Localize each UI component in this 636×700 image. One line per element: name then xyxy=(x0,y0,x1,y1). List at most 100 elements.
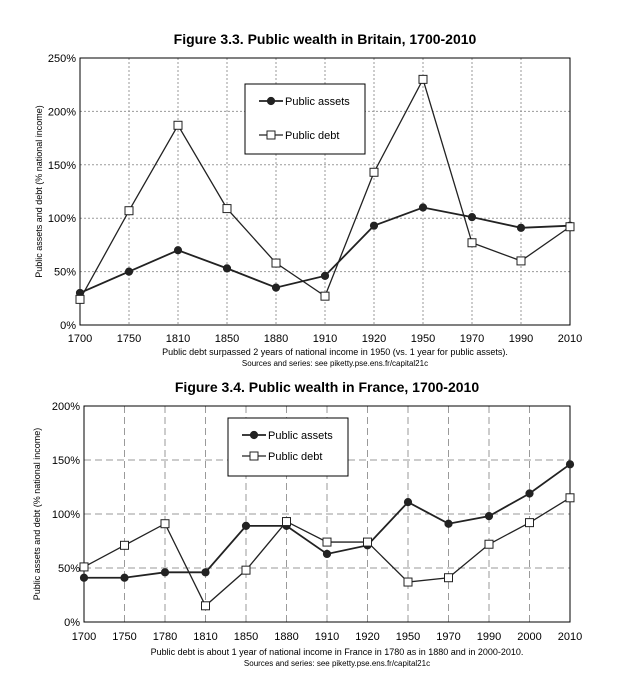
x-tick-label: 1910 xyxy=(315,631,339,643)
y-axis-label: Public assets and debt (% national incom… xyxy=(34,105,44,278)
y-tick-label: 200% xyxy=(52,401,80,413)
data-point xyxy=(444,573,453,583)
y-tick-label: 100% xyxy=(48,213,76,225)
legend-swatch-marker xyxy=(266,96,276,106)
chart-source: Sources and series: see piketty.pse.ens.… xyxy=(244,659,430,668)
chart-1: Figure 3.3. Public wealth in Britain, 17… xyxy=(34,31,582,368)
legend: Public assets Public debt xyxy=(227,417,349,477)
legend-label: Public assets xyxy=(285,96,350,108)
data-point xyxy=(201,568,210,577)
data-point xyxy=(124,206,134,216)
y-tick-label: 150% xyxy=(52,455,80,467)
legend-label: Public assets xyxy=(268,430,333,442)
legend-label: Public debt xyxy=(285,130,339,142)
data-point xyxy=(322,537,332,547)
x-tick-label: 1880 xyxy=(264,333,288,345)
data-point xyxy=(320,271,330,280)
x-tick-label: 1970 xyxy=(436,631,460,643)
y-tick-label: 50% xyxy=(58,563,80,575)
data-point xyxy=(418,203,428,212)
x-tick-label: 1810 xyxy=(193,631,217,643)
x-tick-label: 1700 xyxy=(72,631,96,643)
x-tick-label: 1750 xyxy=(112,631,136,643)
data-point xyxy=(282,517,291,527)
chart-source: Sources and series: see piketty.pse.ens.… xyxy=(242,359,428,368)
y-tick-label: 150% xyxy=(48,160,76,172)
data-point xyxy=(79,562,89,572)
data-point xyxy=(120,573,129,582)
legend-swatch-marker xyxy=(249,430,259,440)
legend-box xyxy=(227,417,349,477)
data-point xyxy=(271,258,281,268)
data-point xyxy=(418,74,428,84)
data-point xyxy=(222,204,232,214)
x-tick-label: 1880 xyxy=(274,631,298,643)
data-point xyxy=(241,565,251,575)
chart-note: Public debt surpassed 2 years of nationa… xyxy=(162,347,508,357)
x-tick-label: 1920 xyxy=(362,333,386,345)
legend: Public assets Public debt xyxy=(244,83,366,155)
data-point xyxy=(201,601,210,611)
data-point xyxy=(484,539,494,549)
y-tick-label: 50% xyxy=(54,267,76,279)
legend-swatch-marker xyxy=(266,130,276,140)
data-point xyxy=(369,167,379,177)
chart-title: Figure 3.4. Public wealth in France, 170… xyxy=(175,379,479,395)
x-tick-label: 1700 xyxy=(68,333,92,345)
x-tick-label: 1850 xyxy=(215,333,239,345)
x-tick-label: 1750 xyxy=(117,333,141,345)
x-tick-label: 1780 xyxy=(153,631,177,643)
data-point xyxy=(322,549,332,559)
series-public-assets xyxy=(79,460,575,582)
data-point xyxy=(79,573,89,582)
data-point xyxy=(160,568,170,577)
data-point xyxy=(565,460,575,469)
data-point xyxy=(173,120,183,130)
data-point xyxy=(403,498,413,507)
legend-label: Public debt xyxy=(268,451,322,463)
legend-swatch-marker xyxy=(249,451,259,461)
data-point xyxy=(160,519,170,529)
x-tick-label: 1850 xyxy=(234,631,258,643)
x-tick-label: 1920 xyxy=(355,631,379,643)
x-tick-label: 2010 xyxy=(558,333,582,345)
data-point xyxy=(565,493,575,503)
x-tick-label: 1990 xyxy=(477,631,501,643)
data-point xyxy=(120,540,129,550)
series-public-debt xyxy=(79,493,575,611)
series-public-assets xyxy=(75,203,575,298)
plot-frame xyxy=(79,57,571,326)
x-tick-label: 1950 xyxy=(411,333,435,345)
data-point xyxy=(403,577,413,587)
data-point xyxy=(565,222,575,232)
data-point xyxy=(75,294,85,304)
data-point xyxy=(484,512,494,521)
chart-title: Figure 3.3. Public wealth in Britain, 17… xyxy=(174,31,477,47)
y-tick-label: 200% xyxy=(48,106,76,118)
plot-frame xyxy=(83,405,571,623)
data-point xyxy=(369,221,379,230)
x-tick-label: 2000 xyxy=(517,631,541,643)
data-point xyxy=(241,521,251,530)
data-point xyxy=(444,519,453,528)
data-point xyxy=(124,267,134,276)
y-tick-label: 0% xyxy=(64,617,80,629)
legend-box xyxy=(244,83,366,155)
data-point xyxy=(320,291,330,301)
x-tick-label: 1910 xyxy=(313,333,337,345)
data-point xyxy=(525,518,534,528)
data-point xyxy=(525,489,534,498)
y-tick-label: 0% xyxy=(60,320,76,332)
x-tick-label: 1810 xyxy=(166,333,190,345)
data-point xyxy=(271,283,281,292)
data-point xyxy=(173,246,183,255)
y-tick-label: 100% xyxy=(52,509,80,521)
data-point xyxy=(467,213,477,222)
y-axis-label: Public assets and debt (% national incom… xyxy=(32,428,42,601)
data-point xyxy=(516,256,526,266)
y-tick-label: 250% xyxy=(48,53,76,65)
x-tick-label: 1950 xyxy=(396,631,420,643)
data-point xyxy=(363,537,372,547)
chart-note: Public debt is about 1 year of national … xyxy=(151,647,524,657)
